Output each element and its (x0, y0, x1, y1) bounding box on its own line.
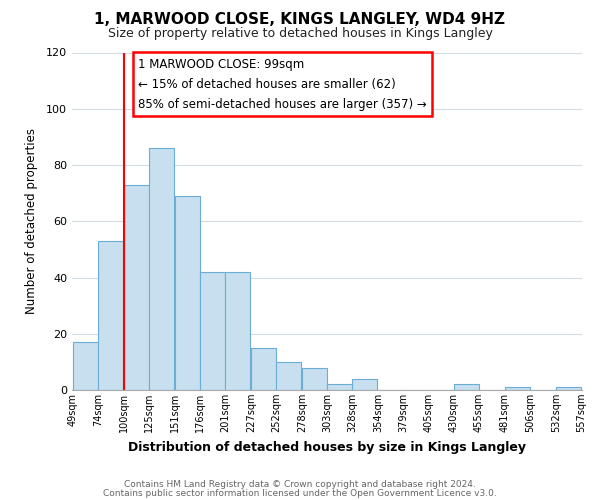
Y-axis label: Number of detached properties: Number of detached properties (25, 128, 38, 314)
Bar (454, 384, 479, 390)
Bar (251, 348, 276, 390)
Bar (200, 272, 225, 390)
Bar (327, 384, 352, 390)
Bar (98, 241, 123, 390)
Bar (124, 184, 149, 390)
Text: Contains HM Land Registry data © Crown copyright and database right 2024.: Contains HM Land Registry data © Crown c… (124, 480, 476, 489)
Text: Size of property relative to detached houses in Kings Langley: Size of property relative to detached ho… (107, 28, 493, 40)
Text: 1, MARWOOD CLOSE, KINGS LANGLEY, WD4 9HZ: 1, MARWOOD CLOSE, KINGS LANGLEY, WD4 9HZ (95, 12, 505, 28)
Bar (175, 196, 200, 390)
Bar (225, 272, 250, 390)
Bar (73, 342, 98, 390)
Bar (302, 368, 327, 390)
Text: 1 MARWOOD CLOSE: 99sqm
← 15% of detached houses are smaller (62)
85% of semi-det: 1 MARWOOD CLOSE: 99sqm ← 15% of detached… (139, 58, 427, 110)
Bar (276, 362, 301, 390)
X-axis label: Distribution of detached houses by size in Kings Langley: Distribution of detached houses by size … (128, 440, 526, 454)
Bar (149, 148, 174, 390)
Bar (505, 387, 530, 390)
Text: Contains public sector information licensed under the Open Government Licence v3: Contains public sector information licen… (103, 488, 497, 498)
Bar (352, 379, 377, 390)
Bar (556, 387, 581, 390)
